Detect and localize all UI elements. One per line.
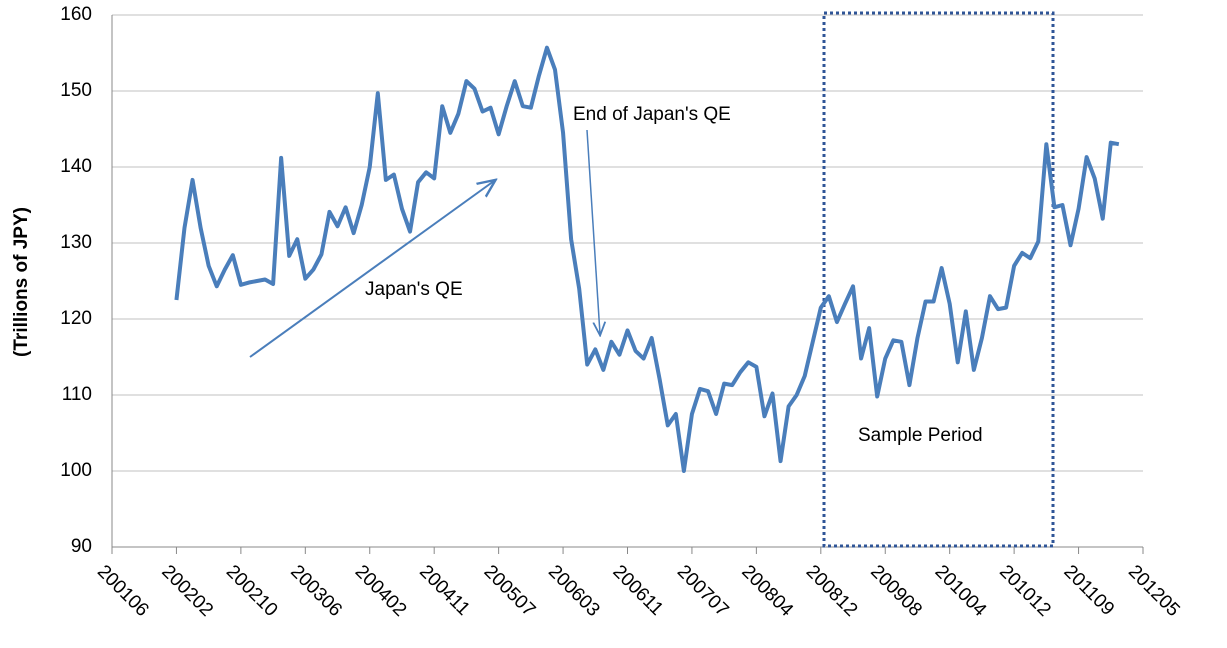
x-tick-label: 200306 <box>286 561 346 621</box>
x-tick-label: 200908 <box>866 561 926 621</box>
x-tick-label: 201205 <box>1124 561 1184 621</box>
x-tick-label: 200202 <box>157 561 217 621</box>
x-tick-label: 201004 <box>931 561 991 621</box>
y-tick-label: 150 <box>60 80 92 101</box>
y-tick-label: 110 <box>62 384 92 405</box>
annotation: Japan's QE <box>365 279 463 300</box>
qe-arrow <box>249 181 494 358</box>
x-tick-label: 200106 <box>93 561 153 621</box>
x-tick-label: 201109 <box>1059 561 1118 620</box>
x-tick-label: 201012 <box>995 561 1055 621</box>
x-tick-label: 200707 <box>673 561 733 621</box>
series-line <box>174 45 1120 473</box>
x-tick-label: 200402 <box>351 561 411 621</box>
x-tick-label: 200611 <box>608 561 667 620</box>
annotation: Sample Period <box>858 425 983 446</box>
x-tick-label: 200812 <box>802 561 862 621</box>
y-tick-label: 100 <box>60 460 92 481</box>
x-tick-label: 200603 <box>544 561 604 621</box>
x-tick-label: 200210 <box>222 561 282 621</box>
y-tick-label: 120 <box>60 308 92 329</box>
end-qe-arrow <box>586 129 600 334</box>
sample-period-box <box>822 11 1055 548</box>
y-tick-label: 140 <box>60 156 92 177</box>
x-tick-label: 200804 <box>737 561 797 621</box>
y-tick-label: 130 <box>60 232 92 253</box>
y-axis-label: (Trillions of JPY) <box>11 207 32 357</box>
annotation: End of Japan's QE <box>573 104 731 125</box>
y-tick-label: 160 <box>60 4 92 25</box>
x-tick-label: 200507 <box>480 561 540 621</box>
y-tick-label: 90 <box>71 536 92 557</box>
x-tick-label: 200411 <box>415 561 474 620</box>
